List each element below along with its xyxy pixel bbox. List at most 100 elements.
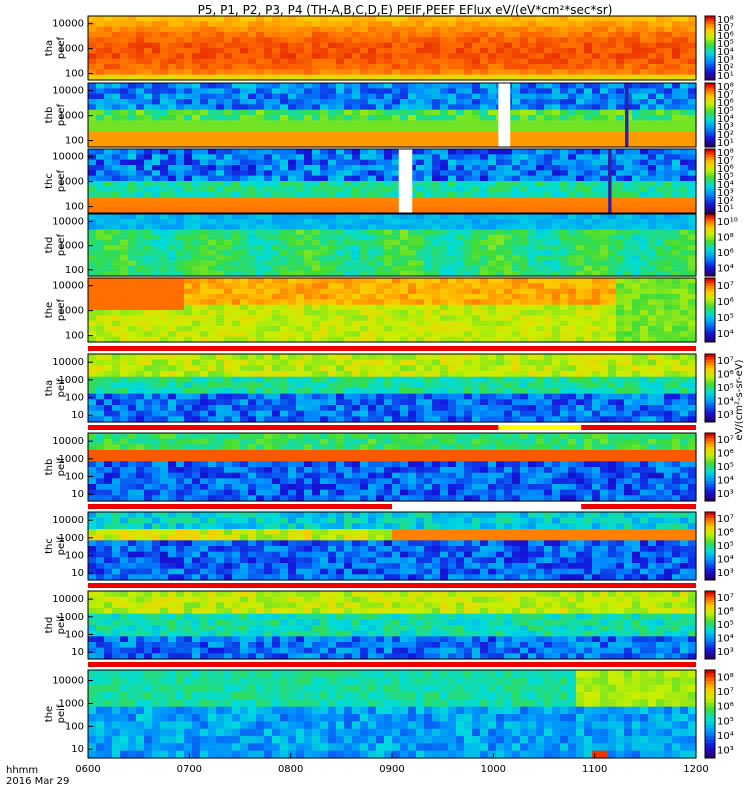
y-tick-label: 100 — [65, 472, 84, 483]
panel-label-line2: peef — [56, 103, 67, 126]
y-tick-label: 1000 — [59, 111, 84, 122]
colorbar-tick-label: 10⁶ — [717, 606, 734, 617]
x-tick-label: 1200 — [683, 764, 708, 775]
data-gap-0 — [398, 149, 413, 213]
panel-thb-peef: 10000 1000 100 thb peef 10⁸10⁷10⁶10⁵10⁴10³10²… — [44, 82, 734, 149]
y-tick-label: 1000 — [59, 698, 84, 709]
panel-frame — [87, 82, 697, 148]
colorbar-tick-label: 10¹⁰ — [717, 217, 738, 228]
colorbar-tick-label: 10⁷ — [717, 156, 734, 167]
x-tick-label: 0900 — [379, 764, 404, 775]
y-tick-label: 1000 — [59, 375, 84, 386]
panel-label-line1: thd — [44, 617, 55, 634]
colorbar-tick-label: 10³ — [717, 410, 734, 421]
y-tick-label: 10000 — [52, 436, 84, 447]
colorbar-tick-label: 10⁵ — [717, 462, 734, 473]
colorbar-tick-label: 10⁶ — [717, 448, 734, 459]
x-tick-label: 1000 — [481, 764, 506, 775]
panel-frame — [87, 15, 697, 81]
colorbar-the-peef: 10⁷ 10⁶ 10⁵ 10⁴ — [704, 277, 734, 343]
colorbar-thb-peif: 10⁷ 10⁶ 10⁵ 10⁴ 10³ — [704, 432, 734, 502]
colorbar-tick-label: 10⁷ — [717, 23, 734, 34]
colorbar-the-peif: 10⁸ 10⁷ 10⁶ 10⁵ 10⁴ 10³ — [704, 669, 734, 759]
x-tick-label: 0600 — [75, 764, 100, 775]
chart-title: P5, P1, P2, P3, P4 (TH-A,B,C,D,E) PEIF,P… — [198, 3, 613, 17]
colorbar-tick-label: 10⁶ — [717, 98, 734, 109]
colorbar-tick-label: 10³ — [717, 55, 734, 66]
colorbar-tick-label: 10⁵ — [717, 620, 734, 631]
colorbar-tick-label: 10⁵ — [717, 716, 734, 727]
colorbar-tick-label: 10³ — [717, 647, 734, 658]
colorbar-tick-label: 10⁸ — [717, 232, 734, 243]
y-tick-label: 10000 — [52, 594, 84, 605]
mode-bar — [88, 346, 696, 351]
colorbar-tick-label: 10⁶ — [717, 527, 734, 538]
panel-label-line2: peif — [56, 536, 67, 555]
colorbar-tick-label: 10⁶ — [717, 297, 734, 308]
colorbar-tick-label: 10⁵ — [717, 313, 734, 324]
panel-frame — [87, 511, 697, 581]
panel-label-line2: peef — [56, 298, 67, 321]
colorbar-tick-label: 10⁸ — [717, 82, 734, 93]
panel-label-line1: thc — [44, 538, 55, 554]
colorbar-tick-label: 10² — [717, 63, 734, 74]
panel-thb-peif: 10000 1000 100 10 thb peif 10⁷ 10⁶ 10⁵ 10⁴ 10³ — [44, 425, 734, 502]
colorbar-tick-label: 10³ — [717, 746, 734, 757]
y-tick-label: 10000 — [52, 19, 84, 30]
x-axis: 0600 0700 0800 0900 1000 1100 1200 — [75, 753, 709, 775]
y-tick-label: 1000 — [59, 306, 84, 317]
panel-label-line2: peef — [56, 36, 67, 59]
colorbar-label: eV/(cm²-s-sr-eV) — [734, 359, 745, 440]
x-tick-label: 1100 — [582, 764, 607, 775]
colorbar-tick-label: 10⁴ — [717, 634, 734, 645]
colorbar-tick-label: 10⁴ — [717, 263, 734, 274]
colorbar-tick-label: 10¹ — [717, 138, 734, 149]
y-tick-label: 100 — [65, 202, 84, 213]
colorbar-tick-label: 10⁷ — [717, 90, 734, 101]
colorbar-thc-peif: 10⁷ 10⁶ 10⁵ 10⁴ 10³ — [704, 511, 734, 581]
panel-label-line2: peif — [56, 704, 67, 723]
data-gap-0 — [498, 83, 511, 147]
y-tick-label: 100 — [65, 630, 84, 641]
panel-the-peif: 10000 1000 100 10 the peif 10⁸ 10⁷ 10⁶ 10⁵ 10⁴ 10³ — [44, 662, 734, 759]
colorbar-tick-label: 10⁴ — [717, 476, 734, 487]
panel-frame — [87, 432, 697, 502]
colorbar-tick-label: 10⁶ — [717, 164, 734, 175]
panel-tha-peef: 10000 1000 100 tha peef 10⁸10⁷10⁶10⁵10⁴10³10²… — [44, 15, 734, 82]
panel-frame — [87, 277, 697, 343]
panel-label-line2: peif — [56, 615, 67, 634]
colorbar-tick-label: 10⁵ — [717, 541, 734, 552]
colorbar-tick-label: 10⁸ — [717, 148, 734, 159]
colorbar-tick-label: 10⁵ — [717, 106, 734, 117]
colorbar-tick-label: 10⁷ — [717, 514, 734, 525]
mode-bar — [88, 583, 696, 588]
colorbar-tick-label: 10⁴ — [717, 397, 734, 408]
colorbar-thd-peef: 10¹⁰ 10⁸ 10⁶ 10⁴ — [704, 213, 738, 277]
colorbar-tick-label: 10⁵ — [717, 383, 734, 394]
mode-bar-segment — [498, 425, 582, 430]
panel-thc-peef: 10000 1000 100 thc peef 10⁸10⁷10⁶10⁵10⁴10³10²… — [44, 148, 734, 215]
colorbar-tick-label: 10³ — [717, 122, 734, 133]
y-tick-label: 10 — [71, 744, 84, 755]
data-spike-0 — [608, 149, 612, 213]
y-tick-label: 10000 — [52, 515, 84, 526]
colorbar-tick-label: 10⁶ — [717, 248, 734, 259]
colorbar-tick-label: 10⁸ — [717, 672, 734, 683]
colorbar-tick-label: 10¹ — [717, 71, 734, 82]
panel-label-line1: thd — [44, 237, 55, 254]
colorbar-tick-label: 10² — [717, 196, 734, 207]
x-corner-label-2: 2016 Mar 29 — [6, 776, 69, 787]
colorbar-tick-label: 10⁴ — [717, 329, 734, 340]
panel-label-line1: thb — [44, 459, 55, 476]
panel-frame — [87, 353, 697, 423]
panel-label-line2: peif — [56, 457, 67, 476]
panel-frame — [87, 213, 697, 277]
panel-label-line2: peif — [56, 378, 67, 397]
colorbar-tick-label: 10⁶ — [717, 702, 734, 713]
panel-label-line1: the — [44, 302, 55, 318]
mode-bar-segment — [392, 504, 582, 509]
mode-bar — [88, 662, 696, 667]
y-tick-label: 100 — [65, 69, 84, 80]
